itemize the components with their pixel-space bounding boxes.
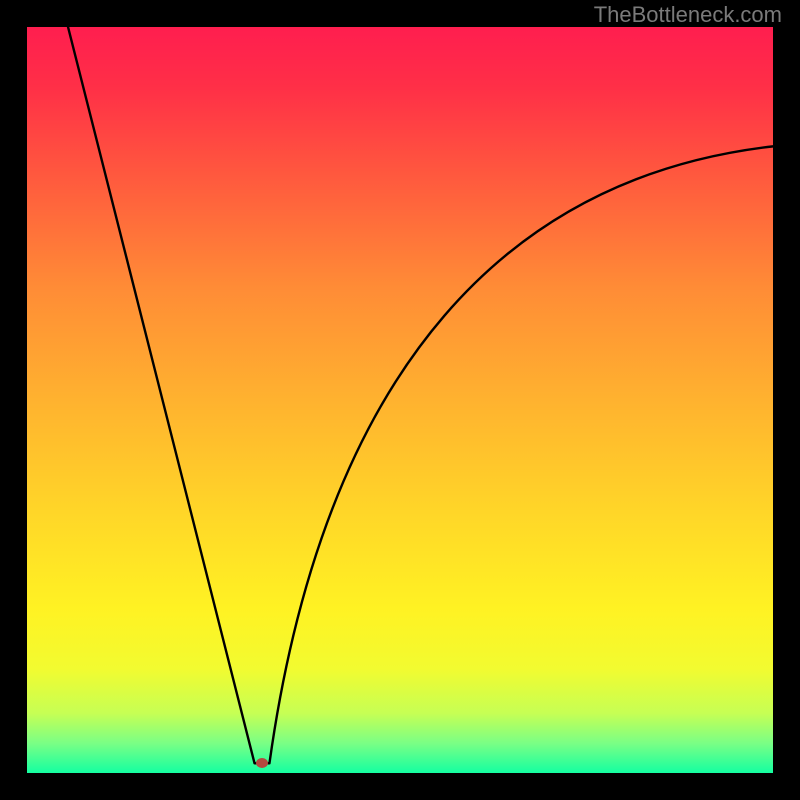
plot-area — [27, 27, 773, 773]
watermark-text: TheBottleneck.com — [594, 2, 782, 28]
chart-frame — [0, 0, 800, 800]
bottleneck-curve — [27, 27, 773, 773]
bottleneck-marker — [256, 758, 268, 768]
curve-path — [68, 27, 773, 763]
